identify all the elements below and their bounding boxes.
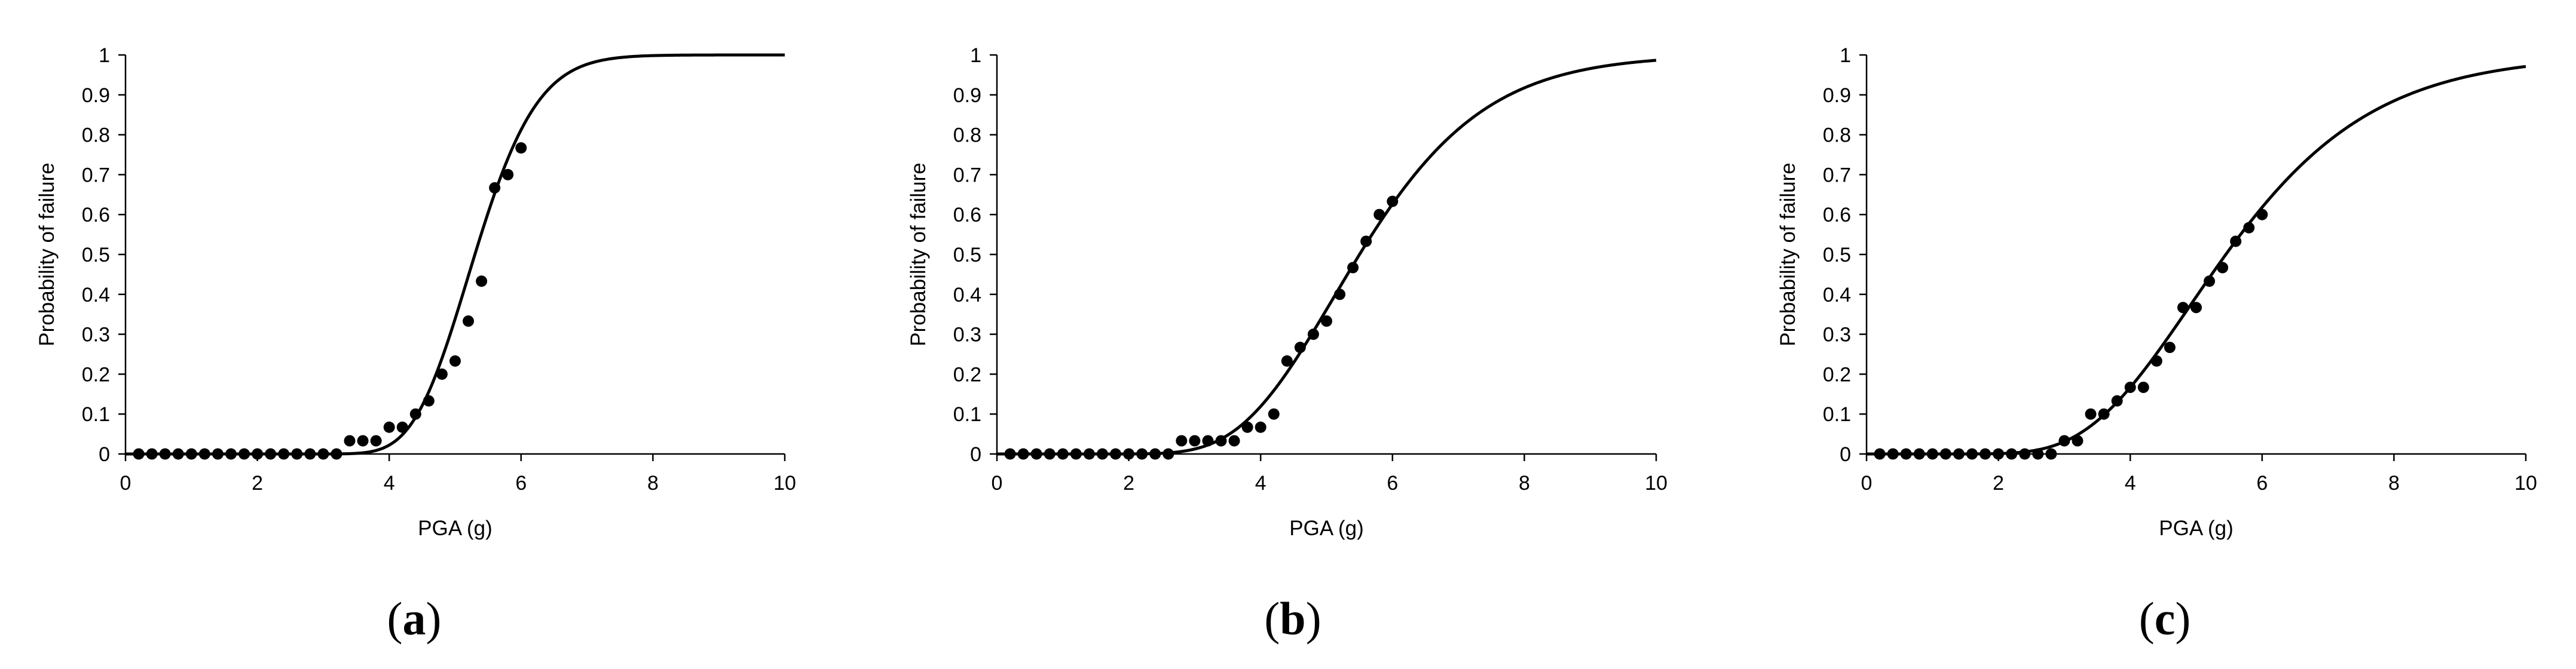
panel-a-data-point <box>476 275 488 287</box>
panel-a-data-point <box>370 435 382 447</box>
panel-c-y-tick-label: 0.9 <box>1823 84 1851 107</box>
panel-a-y-tick-label: 0.2 <box>82 363 110 386</box>
panel-c-chart: 00.10.20.30.40.50.60.70.80.910 2 4 6 8 10PGA … <box>1776 44 2537 645</box>
panel-c-fitted-curve <box>1867 65 2526 456</box>
panel-b-y-axis-title: Probability of failure <box>907 162 930 346</box>
panel-c-y-tick-label: 0.7 <box>1823 164 1851 186</box>
panel-a-x-tick-label: 6 <box>515 472 527 495</box>
panel-b-y-tick-label: 0.9 <box>953 84 981 107</box>
panel-c-x-axis-title: PGA (g) <box>2159 517 2233 540</box>
panel-c-y-tick-label: 0.5 <box>1823 244 1851 266</box>
panel-c-data-point <box>2137 381 2149 393</box>
panel-c-data-point <box>2243 222 2255 234</box>
panel-c-y-axis-title: Probability of failure <box>1776 162 1800 346</box>
panel-a-caption-open: ( <box>387 593 403 645</box>
panel-a-y-tick-label: 0.4 <box>82 284 110 306</box>
panel-c-y-tick-label: 0.2 <box>1823 363 1851 386</box>
panel-b-y-tick-label: 0 <box>970 443 981 466</box>
panel-c-x-tick-label: 2 <box>1993 472 2004 495</box>
panel-a-data-point <box>515 142 527 154</box>
panel-b-x-tick-label: 2 <box>1123 472 1134 495</box>
panel-b-fitted-curve <box>997 59 1657 456</box>
panel-a-data-point <box>357 435 369 447</box>
panel-a-caption-letter: a <box>403 593 426 645</box>
panel-a-data-point <box>383 421 395 433</box>
panel-b-x-tick-label: 4 <box>1255 472 1266 495</box>
panel-a-x-tick-label: 10 <box>773 472 796 495</box>
panel-a-data-point <box>436 368 448 380</box>
panel-c-y-tick-label: 0.8 <box>1823 124 1851 147</box>
panel-c-y-tick-label: 0 <box>1840 443 1851 466</box>
panel-a-data-point <box>449 355 461 367</box>
panel-c-y-tick-label: 0.3 <box>1823 324 1851 346</box>
panel-a-y-tick-label: 1 <box>99 44 110 67</box>
panel-b-y-tick-label: 0.3 <box>953 324 981 346</box>
panel-a-x-tick-label: 0 <box>120 472 131 495</box>
panel-a-y-tick-label: 0.3 <box>82 324 110 346</box>
panel-b-caption-letter: b <box>1280 593 1305 645</box>
panel-a-fitted-curve <box>126 53 785 456</box>
panel-c-caption: (c) <box>2139 593 2191 645</box>
panel-c-data-point <box>2085 408 2097 420</box>
panel-a-y-axis-title: Probability of failure <box>35 162 59 346</box>
panel-a-data-point <box>502 168 514 180</box>
panel-a-y-tick-label: 0 <box>99 443 110 466</box>
panel-b-caption: (b) <box>1264 593 1321 645</box>
panel-a-y-tick-label: 0.7 <box>82 164 110 186</box>
panel-b-caption-open: ( <box>1264 593 1280 645</box>
panel-a-caption: (a) <box>387 593 442 645</box>
panel-b-chart: 00.10.20.30.40.50.60.70.80.910 2 4 6 8 10PGA … <box>907 44 1668 645</box>
panel-b-x-tick-label: 10 <box>1645 472 1668 495</box>
panel-a-caption-close: ) <box>426 593 442 645</box>
panel-a-y-tick-label: 0.5 <box>82 244 110 266</box>
panel-b-y-tick-label: 0.8 <box>953 124 981 147</box>
panel-b-y-tick-label: 0.5 <box>953 244 981 266</box>
panel-a-data-point <box>463 315 475 327</box>
panel-a-x-tick-label: 8 <box>647 472 659 495</box>
panel-b-x-tick-label: 6 <box>1387 472 1398 495</box>
panel-a-y-tick-label: 0.9 <box>82 84 110 107</box>
panel-b-data-point <box>1255 421 1266 433</box>
panel-c-data-point <box>2045 448 2057 460</box>
panel-a-x-tick-label: 2 <box>252 472 263 495</box>
panel-c-caption-letter: c <box>2155 593 2176 645</box>
panel-c-data-point <box>2190 302 2202 314</box>
panel-b-y-tick-label: 0.7 <box>953 164 981 186</box>
panel-c-x-tick-label: 0 <box>1861 472 1873 495</box>
panel-b-y-tick-label: 0.1 <box>953 403 981 426</box>
panel-c-x-tick-label: 10 <box>2514 472 2537 495</box>
panel-c-data-point <box>2164 342 2176 354</box>
panel-a-chart: 00.10.20.30.40.50.60.70.80.910 2 4 6 8 10PGA … <box>35 44 796 645</box>
panel-c-y-tick-label: 0.1 <box>1823 403 1851 426</box>
panel-b-y-tick-label: 0.2 <box>953 363 981 386</box>
panel-b-data-point <box>1321 315 1332 327</box>
panel-c-x-tick-label: 4 <box>2125 472 2136 495</box>
panel-b-x-axis-title: PGA (g) <box>1289 517 1363 540</box>
panel-c-caption-close: ) <box>2175 593 2190 645</box>
panel-b-y-tick-label: 0.6 <box>953 204 981 226</box>
panel-b-y-tick-label: 0.4 <box>953 284 981 306</box>
panel-b-caption-close: ) <box>1306 593 1321 645</box>
panel-b-data-point <box>1281 355 1293 367</box>
panel-a-data-point <box>344 435 356 447</box>
panel-c-y-tick-label: 1 <box>1840 44 1851 67</box>
panel-b-data-point <box>1176 435 1188 447</box>
panel-c-x-tick-label: 6 <box>2256 472 2268 495</box>
panel-b-x-tick-label: 0 <box>992 472 1003 495</box>
panel-a-x-tick-label: 4 <box>384 472 395 495</box>
panel-a-x-axis-title: PGA (g) <box>418 517 492 540</box>
panel-b-y-tick-label: 1 <box>970 44 981 67</box>
panel-c-caption-open: ( <box>2139 593 2155 645</box>
panel-c-x-tick-label: 8 <box>2388 472 2400 495</box>
panel-a-y-tick-label: 0.8 <box>82 124 110 147</box>
panel-b-data-point <box>1268 408 1280 420</box>
panel-a-y-tick-label: 0.6 <box>82 204 110 226</box>
panel-b-x-tick-label: 8 <box>1519 472 1530 495</box>
panel-a-y-tick-label: 0.1 <box>82 403 110 426</box>
panel-b-data-point <box>1228 435 1240 447</box>
panel-b-data-point <box>1189 435 1201 447</box>
panel-c-y-tick-label: 0.4 <box>1823 284 1851 306</box>
panel-c-y-tick-label: 0.6 <box>1823 204 1851 226</box>
